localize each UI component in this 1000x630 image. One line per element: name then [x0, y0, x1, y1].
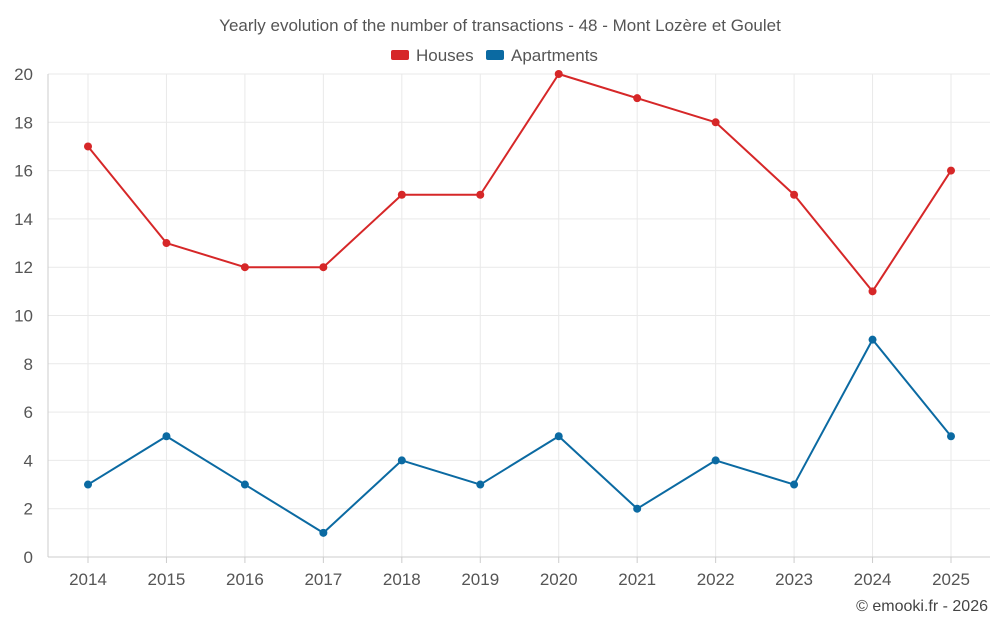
data-point-houses[interactable]	[633, 94, 642, 103]
data-point-apartments[interactable]	[633, 504, 642, 513]
series-line-apartments	[87, 338, 952, 534]
data-point-apartments[interactable]	[947, 432, 955, 441]
series	[84, 70, 955, 537]
legend-item-apartments[interactable]: Apartments	[486, 46, 598, 65]
legend-swatch-houses	[391, 50, 409, 60]
x-tick-label: 2014	[69, 570, 107, 589]
axes: 0 2 4 6 8 10 12 14 16 18 20 2014 2015 2016 2017 2018 201…	[14, 65, 990, 589]
x-tick-label: 2019	[461, 570, 499, 589]
data-point-apartments[interactable]	[711, 456, 720, 465]
y-tick-label: 20	[14, 65, 33, 84]
y-tick-label: 12	[14, 258, 33, 277]
y-tick-label: 10	[14, 307, 33, 326]
y-tick-label: 4	[24, 451, 33, 470]
legend: Houses Apartments	[391, 46, 598, 65]
data-point-apartments[interactable]	[476, 480, 485, 489]
credit-text: © emooki.fr - 2026	[856, 598, 988, 615]
data-point-houses[interactable]	[84, 142, 92, 151]
grid	[48, 73, 990, 557]
x-tick-label: 2015	[148, 570, 186, 589]
x-tick-label: 2021	[618, 570, 656, 589]
data-point-houses[interactable]	[319, 263, 328, 272]
data-point-apartments[interactable]	[790, 480, 799, 489]
series-line-houses	[87, 73, 952, 293]
series-apartments	[84, 335, 955, 537]
data-point-houses[interactable]	[554, 70, 563, 78]
data-point-apartments[interactable]	[868, 335, 877, 344]
data-point-houses[interactable]	[397, 190, 406, 199]
chart-title: Yearly evolution of the number of transa…	[219, 16, 781, 35]
y-tick-label: 16	[14, 162, 33, 181]
data-point-houses[interactable]	[162, 239, 171, 248]
y-tick-label: 6	[24, 403, 33, 422]
y-tick-label: 8	[24, 355, 33, 374]
x-tick-label: 2023	[775, 570, 813, 589]
x-tick-label: 2017	[304, 570, 342, 589]
data-point-houses[interactable]	[947, 166, 955, 175]
series-houses	[84, 70, 955, 296]
data-point-apartments[interactable]	[397, 456, 406, 465]
x-tick-label: 2024	[854, 570, 892, 589]
data-point-apartments[interactable]	[240, 480, 249, 489]
legend-label-apartments: Apartments	[511, 46, 598, 65]
x-tick-label: 2018	[383, 570, 421, 589]
y-tick-label: 2	[24, 500, 33, 519]
data-point-apartments[interactable]	[84, 480, 92, 489]
data-point-apartments[interactable]	[554, 432, 563, 441]
x-tick-label: 2025	[932, 570, 970, 589]
data-point-houses[interactable]	[790, 190, 799, 199]
x-tick-label: 2020	[540, 570, 578, 589]
legend-swatch-apartments	[486, 50, 504, 60]
data-point-houses[interactable]	[868, 287, 877, 296]
y-tick-label: 0	[24, 548, 33, 567]
y-tick-label: 18	[14, 113, 33, 132]
legend-label-houses: Houses	[416, 46, 474, 65]
data-point-houses[interactable]	[240, 263, 249, 272]
y-tick-label: 14	[14, 210, 33, 229]
data-point-houses[interactable]	[476, 190, 485, 199]
x-tick-label: 2022	[697, 570, 735, 589]
x-tick-label: 2016	[226, 570, 264, 589]
data-point-apartments[interactable]	[319, 528, 328, 537]
data-point-apartments[interactable]	[162, 432, 171, 441]
legend-item-houses[interactable]: Houses	[391, 46, 474, 65]
data-point-houses[interactable]	[711, 118, 720, 127]
